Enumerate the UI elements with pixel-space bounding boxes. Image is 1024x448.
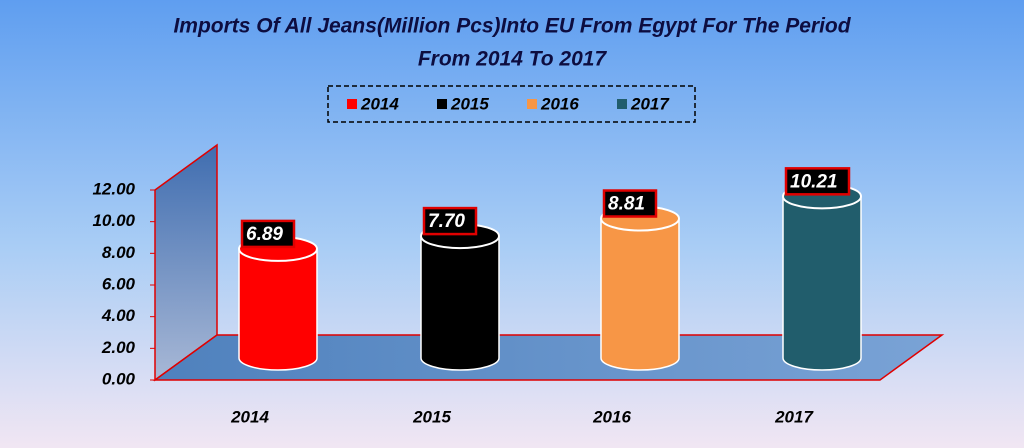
bar <box>600 217 680 371</box>
x-tick-label: 2014 <box>230 407 269 426</box>
value-label-box <box>602 189 658 218</box>
bar <box>420 235 500 371</box>
chart-title: Imports Of All Jeans(Million Pcs)Into EU… <box>173 15 851 38</box>
legend-label: 2017 <box>630 94 670 113</box>
x-tick-label: 2017 <box>774 407 814 426</box>
y-tick-label: 0.00 <box>102 369 136 388</box>
value-label-box <box>784 167 851 196</box>
legend-swatch <box>437 99 447 109</box>
y-tick-label: 4.00 <box>101 306 136 325</box>
x-tick-label: 2016 <box>592 407 631 426</box>
value-label: 10.21 <box>790 171 838 192</box>
value-label: 6.89 <box>246 224 283 245</box>
legend-label: 2016 <box>540 94 579 113</box>
value-label: 7.70 <box>428 211 465 232</box>
y-tick-label: 2.00 <box>101 338 136 357</box>
value-label-box <box>240 219 296 249</box>
legend-swatch <box>617 99 627 109</box>
floor <box>152 334 945 381</box>
y-tick-label: 12.00 <box>92 179 135 198</box>
y-tick-label: 8.00 <box>102 243 136 262</box>
legend-swatch <box>527 99 537 109</box>
bar <box>238 248 318 371</box>
value-label-box <box>422 206 478 236</box>
chart-title: From 2014 To 2017 <box>418 48 608 71</box>
legend-swatch <box>347 99 357 109</box>
bar <box>782 195 862 371</box>
y-tick-label: 6.00 <box>102 274 136 293</box>
x-tick-label: 2015 <box>412 407 451 426</box>
legend-label: 2015 <box>450 94 489 113</box>
legend-box <box>327 85 696 123</box>
y-tick-label: 10.00 <box>92 211 135 230</box>
value-label: 8.81 <box>608 194 645 215</box>
legend-label: 2014 <box>360 94 399 113</box>
